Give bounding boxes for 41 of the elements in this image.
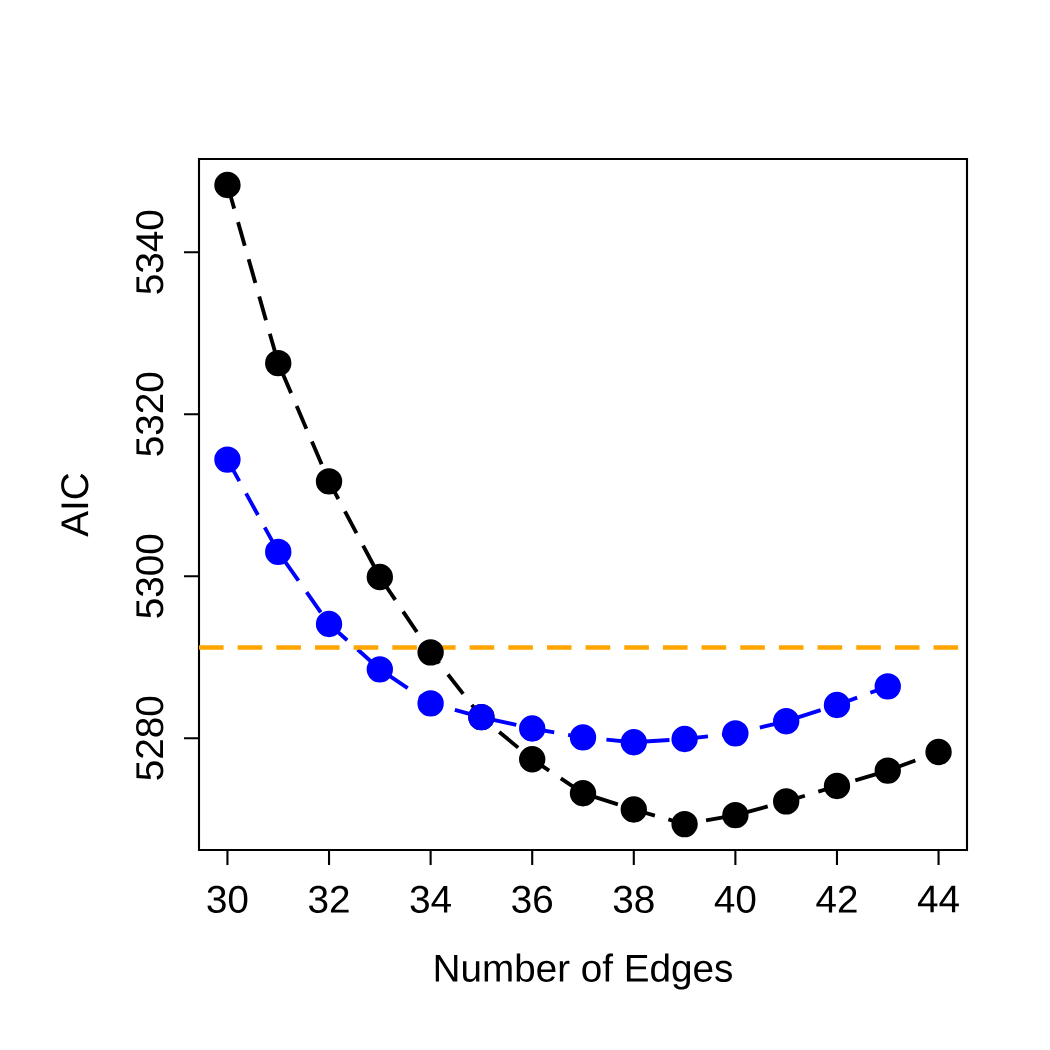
point: [874, 673, 901, 700]
point: [620, 796, 647, 823]
x-tick-label: 44: [917, 885, 959, 913]
point: [417, 639, 444, 666]
point: [925, 738, 952, 766]
point: [874, 757, 901, 784]
point: [671, 810, 698, 838]
y-tick-label: 5340: [136, 210, 164, 294]
point: [772, 708, 800, 735]
point: [265, 349, 292, 377]
x-tick-label: 32: [309, 885, 349, 913]
x-tick-label: 36: [512, 885, 552, 913]
point: [315, 610, 343, 638]
point: [772, 788, 800, 815]
point: [315, 468, 343, 495]
y-tick-label: 5320: [136, 372, 164, 456]
point: [519, 746, 546, 773]
point: [519, 715, 546, 742]
point: [569, 780, 597, 807]
x-tick-label: 38: [613, 885, 654, 913]
point: [366, 656, 394, 683]
x-tick-label: 30: [207, 885, 248, 913]
point: [214, 171, 241, 199]
y-tick-label: 5280: [136, 696, 164, 780]
x-tick-label: 40: [714, 885, 756, 913]
y-axis-title: AIC: [61, 473, 89, 537]
point: [620, 729, 647, 756]
x-tick-label: 34: [410, 885, 451, 913]
x-tick-label: 42: [816, 885, 857, 913]
x-axis-title: Number of Edges: [435, 953, 732, 990]
point: [722, 801, 749, 829]
point: [214, 446, 241, 473]
point: [722, 720, 749, 747]
point: [671, 725, 698, 753]
point: [569, 724, 597, 751]
point: [417, 690, 444, 717]
point: [823, 691, 851, 719]
y-tick-label: 5300: [136, 534, 164, 618]
point: [366, 563, 394, 591]
point: [823, 772, 851, 800]
point: [265, 538, 292, 566]
